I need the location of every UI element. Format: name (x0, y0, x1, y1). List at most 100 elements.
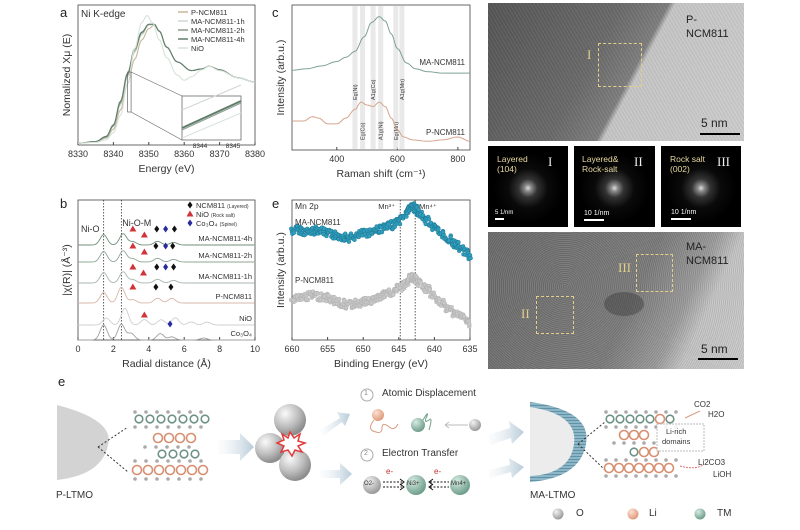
chart-title: Mn 2p (295, 201, 319, 211)
plot-frame (291, 199, 471, 341)
band-label: A1g(Co) (371, 79, 377, 100)
scale-bar-top (700, 133, 740, 135)
fft-title: Layered (104) (497, 154, 528, 174)
x-tick-label: 8340 (103, 149, 123, 159)
y-axis-label: Intensity (arb.u.) (275, 232, 287, 308)
xps-data-point (431, 290, 437, 295)
gas-h2o: H2O (708, 410, 725, 419)
lithium-atom (623, 462, 635, 474)
oxygen-atom (176, 445, 180, 449)
oxygen-atom (604, 410, 608, 414)
xps-data-point (397, 221, 403, 227)
panel-b-label: b (60, 196, 68, 211)
transition-metal-atom (156, 414, 166, 424)
o2-ion-icon (363, 476, 381, 494)
lithium-atom (643, 462, 655, 474)
x-tick-label: 0 (75, 344, 80, 354)
fft-scale-bar (671, 218, 691, 220)
step1-label: Atomic Displacement (382, 388, 476, 399)
oxygen-atom (166, 425, 170, 429)
phase-marker (129, 263, 137, 270)
xps-data-point (440, 229, 446, 235)
oxygen-atom (177, 425, 181, 429)
legend-li-label: Li (649, 508, 657, 519)
p-ltmo-label: P-LTMO (56, 490, 94, 501)
legend-tm-icon (694, 508, 706, 520)
xps-data-point (299, 297, 305, 302)
annotation-mn4: Mn⁴⁺ (419, 202, 437, 211)
region-label-iii: III (618, 260, 631, 275)
fft-panel-iii: Rock salt (002) III 10 1/nm (661, 146, 741, 227)
plot-frame (291, 4, 471, 151)
lithium-atom (131, 464, 143, 476)
zoom-connector (130, 111, 183, 141)
inset-curve (181, 102, 242, 131)
oxygen-atom (144, 425, 148, 429)
x-axis-label: Energy (eV) (138, 163, 194, 175)
transition-metal-atom (179, 449, 189, 459)
oxygen-atom (642, 441, 646, 445)
panel-e-schematic-label: e (58, 374, 66, 389)
band-label: Eg(Co) (361, 122, 367, 140)
oxygen-atom (166, 459, 170, 463)
annotation-ni-o-m: Ni-O-M (122, 218, 151, 228)
branch-arrow-up (320, 412, 350, 436)
scale-label-top: 5 nm (701, 116, 728, 130)
oxygen-atom (634, 410, 638, 414)
legend-label: MA-NCM811-1h (191, 17, 245, 26)
phase-marker (170, 242, 176, 250)
p-ltmo-particle (57, 405, 109, 480)
annotation-mn3: Mn³⁺ (378, 202, 395, 211)
oxygen-atom (155, 459, 159, 463)
oxygen-atom (614, 425, 618, 429)
x-axis-label: Radial distance (Å) (122, 357, 211, 370)
oxygen-atom (674, 474, 678, 478)
inset-plot (181, 95, 242, 141)
step2-label: Electron Transfer (382, 448, 459, 459)
legend-label: NCM811 (Layered) (196, 201, 249, 210)
series-label: MA-NCM811 (295, 218, 341, 227)
impact-burst-icon (275, 430, 308, 458)
product-li2co3: Li2CO3 (698, 458, 726, 467)
lithium-atom (638, 446, 650, 458)
phase-marker (171, 263, 177, 271)
oxygen-atom (199, 459, 203, 463)
oxygen-atom (165, 445, 169, 449)
xps-data-point (336, 296, 342, 302)
phase-marker (163, 242, 169, 250)
phase-marker (154, 263, 160, 271)
oxygen-atom (622, 441, 626, 445)
series-label: MA-NCM811-1h (198, 272, 252, 281)
legend-label: MA-NCM811-2h (191, 26, 245, 35)
x-tick-label: 600 (390, 154, 405, 164)
legend-o-icon (552, 508, 564, 520)
series-label: P-NCM811 (295, 276, 335, 285)
process-arrow (218, 433, 254, 461)
phase-marker (140, 248, 148, 255)
transition-metal-atom (189, 414, 199, 424)
oxygen-atom (144, 477, 148, 481)
process-arrow (488, 458, 524, 478)
oxygen-atom (634, 458, 638, 462)
legend-o-label: O (576, 508, 584, 519)
series-label: P-NCM811 (426, 128, 466, 137)
o2-ion-label: O2- (364, 481, 375, 487)
product-lioh: LiOH (713, 470, 732, 479)
transition-metal-atom (605, 414, 615, 424)
band-label: A1g(Mn) (400, 79, 406, 100)
phase-marker (167, 320, 173, 328)
x-tick-label: 800 (450, 154, 465, 164)
raman-band (352, 6, 358, 149)
phase-marker (171, 225, 177, 233)
x-tick-label: 660 (284, 344, 299, 354)
x-tick-label: 8 (217, 344, 222, 354)
ft-exafs-curve (78, 250, 255, 263)
oxygen-atom (644, 458, 648, 462)
oxygen-atom (199, 477, 203, 481)
lithium-atom (153, 464, 165, 476)
lithium-atom (628, 429, 640, 441)
transition-metal-atom (145, 414, 155, 424)
phase-marker (153, 283, 159, 291)
oxygen-atom (604, 425, 608, 429)
branch-arrow-down (320, 463, 352, 485)
